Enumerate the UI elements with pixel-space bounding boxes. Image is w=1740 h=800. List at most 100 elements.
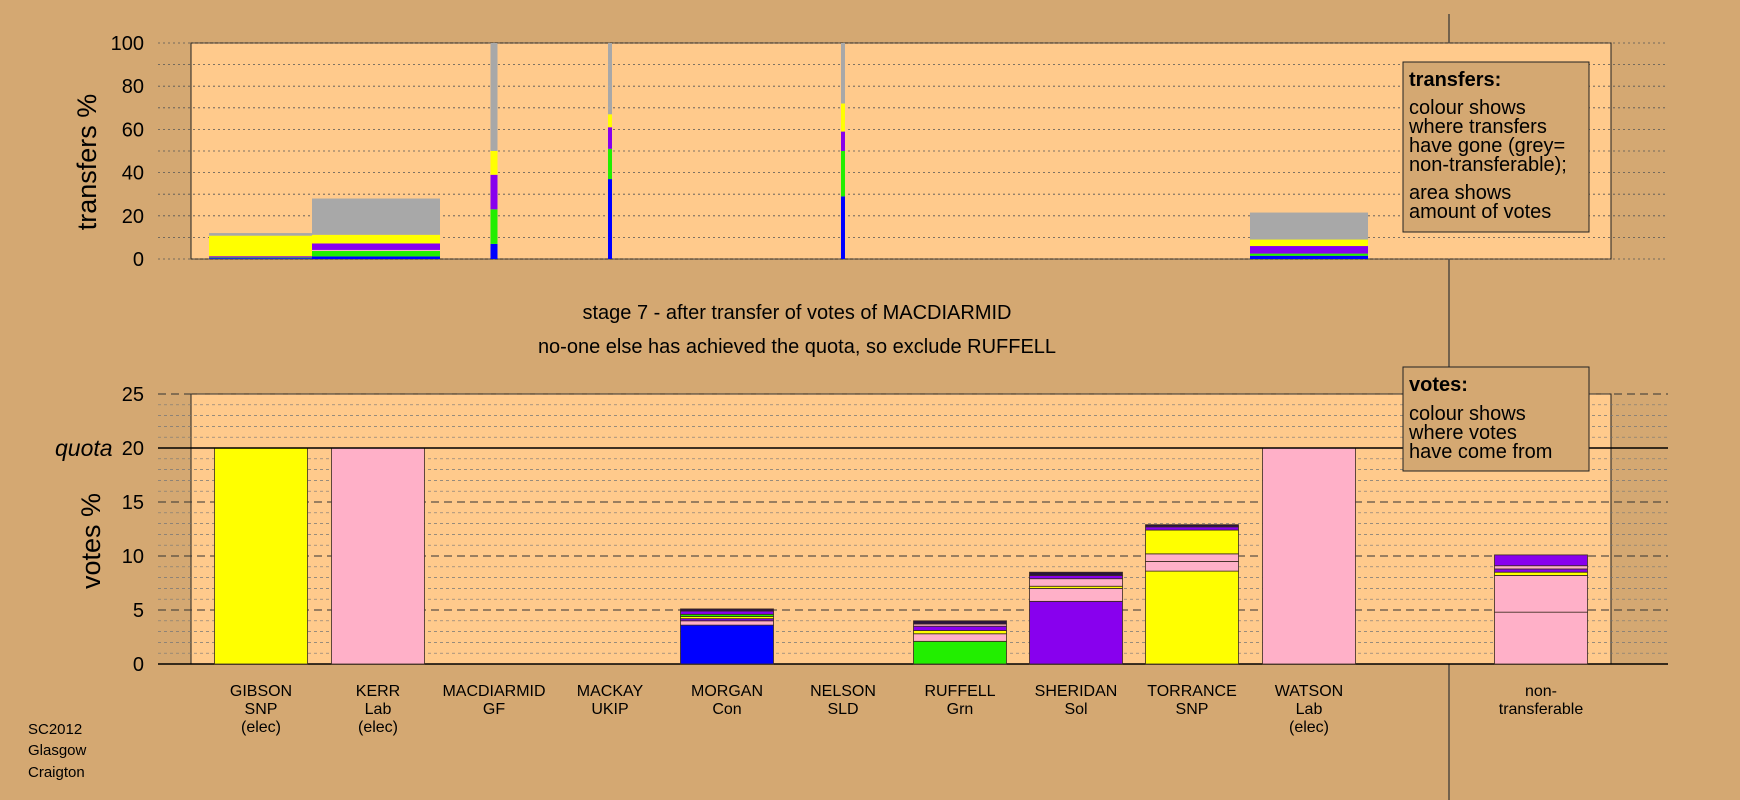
votes-legend-title: votes: [1409, 374, 1468, 396]
votes-y-tick-label: 15 [122, 492, 144, 514]
transfer-segment-gibson [209, 258, 313, 259]
transfers-y-tick-label: 80 [122, 76, 144, 98]
transfer-segment-mackay [608, 114, 612, 128]
transfer-segment-nelson [841, 196, 845, 259]
transfer-segment-macdiarmid [490, 243, 498, 259]
transfer-segment-kerr [312, 249, 440, 252]
candidate-party: Grn [947, 701, 974, 718]
vote-segment-watson [1262, 447, 1356, 665]
candidate-name: NELSON [810, 683, 876, 700]
vote-segment-torrance [1145, 561, 1239, 572]
vote-segment-torrance [1145, 553, 1239, 562]
transfer-segment-nelson [841, 43, 845, 104]
votes-y-tick-label: 25 [122, 384, 144, 406]
transfers-legend: transfers: colour shows where transfers … [1402, 61, 1590, 233]
vote-segment-torrance [1145, 529, 1239, 555]
candidate-labels: GIBSONSNP(elec)KERRLab(elec)MACDIARMIDGF… [230, 683, 1583, 736]
vote-segment-morgan [680, 620, 774, 626]
vote-segment-non [1494, 565, 1588, 570]
transfer-segment-macdiarmid [490, 151, 498, 175]
transfer-segment-mackay [608, 43, 612, 115]
votes-y-ticks: 0 5 10 15 20 25 [122, 384, 144, 676]
votes-y-tick-label: 20 [122, 438, 144, 460]
vote-segment-ruffell [913, 640, 1007, 665]
votes-y-tick-label: 5 [133, 600, 144, 622]
vote-segment-sheridan [1029, 575, 1123, 580]
footer-line-2: Glasgow [28, 742, 87, 759]
vote-segment-torrance [1145, 524, 1239, 528]
vote-segment-sheridan [1029, 571, 1123, 576]
transfer-segment-mackay [608, 148, 612, 180]
vote-segment-non [1494, 554, 1588, 567]
candidate-name: TORRANCE [1147, 683, 1237, 700]
transfer-segment-gibson [209, 256, 313, 258]
transfer-segment-macdiarmid [490, 174, 498, 210]
transfer-segment-macdiarmid [490, 43, 498, 151]
transfers-bars [209, 43, 1368, 259]
stage-subtitle: no-one else has achieved the quota, so e… [538, 336, 1056, 358]
candidate-name: MORGAN [691, 683, 763, 700]
vote-segment-non [1494, 575, 1588, 613]
candidate-party: Lab [365, 701, 392, 718]
votes-legend-line-2: where votes [1408, 422, 1517, 444]
transfer-segment-gibson [209, 257, 313, 259]
transfer-segment-kerr [312, 256, 440, 259]
votes-y-tick-label: 10 [122, 546, 144, 568]
vote-segment-sheridan [1029, 578, 1123, 587]
candidate-name: WATSON [1275, 683, 1343, 700]
votes-plot-area [190, 393, 1612, 665]
transfer-segment-watson [1250, 246, 1368, 254]
votes-legend-line-1: colour shows [1409, 403, 1526, 425]
transfer-segment-mackay [608, 179, 612, 259]
votes-legend-line-3: have come from [1409, 441, 1552, 463]
transfers-y-tick-label: 60 [122, 119, 144, 141]
transfers-legend-line-4: non-transferable); [1409, 154, 1567, 176]
transfer-segment-nelson [841, 131, 845, 151]
candidate-name: SHERIDAN [1035, 683, 1118, 700]
vote-segment-sheridan [1029, 588, 1123, 602]
footer-line-1: SC2012 [28, 721, 82, 738]
transfers-y-axis-label: transfers % [72, 94, 102, 231]
transfer-segment-macdiarmid [490, 209, 498, 244]
transfer-segment-kerr [312, 234, 440, 244]
transfer-segment-watson [1250, 253, 1368, 256]
transfer-segment-watson [1250, 212, 1368, 240]
quota-label: quota [55, 435, 113, 461]
transfers-legend-line-2: where transfers [1408, 116, 1547, 138]
transfers-legend-line-3: have gone (grey= [1409, 135, 1565, 157]
transfers-legend-line-6: amount of votes [1409, 201, 1551, 223]
transfers-y-tick-label: 20 [122, 206, 144, 228]
vote-segment-non [1494, 571, 1588, 576]
transfers-y-tick-label: 0 [133, 249, 144, 271]
transfer-segment-kerr [312, 251, 440, 257]
candidate-status: (elec) [358, 719, 398, 736]
transfers-legend-line-5: area shows [1409, 182, 1511, 204]
candidate-party: SLD [827, 701, 858, 718]
candidate-name: GIBSON [230, 683, 292, 700]
transfer-segment-gibson [209, 233, 313, 236]
transfer-segment-watson [1250, 239, 1368, 247]
transfers-y-ticks: 0 20 40 60 80 100 [111, 33, 144, 271]
vote-segment-ruffell [913, 625, 1007, 631]
candidate-name: RUFFELL [924, 683, 995, 700]
vote-segment-gibson [214, 447, 308, 665]
vote-segment-morgan [680, 610, 774, 615]
candidate-party: UKIP [591, 701, 628, 718]
candidate-name: MACDIARMID [442, 683, 545, 700]
transfers-y-tick-label: 100 [111, 33, 144, 55]
vote-segment-torrance [1145, 570, 1239, 665]
vote-segment-morgan [680, 624, 774, 665]
vote-segment-ruffell [913, 633, 1007, 642]
vote-segment-torrance [1145, 526, 1239, 531]
transfer-segment-kerr [312, 198, 440, 235]
candidate-party: Con [712, 701, 741, 718]
candidate-name: MACKAY [577, 683, 644, 700]
candidate-party: Lab [1296, 701, 1323, 718]
vote-segment-ruffell [913, 630, 1007, 635]
transfers-panel: 0 20 40 60 80 100 transfers % transfers: colo… [72, 33, 1668, 271]
candidate-party: SNP [245, 701, 278, 718]
transfer-segment-mackay [608, 127, 612, 149]
transfer-segment-gibson [209, 235, 313, 257]
vote-segment-morgan [680, 608, 774, 612]
